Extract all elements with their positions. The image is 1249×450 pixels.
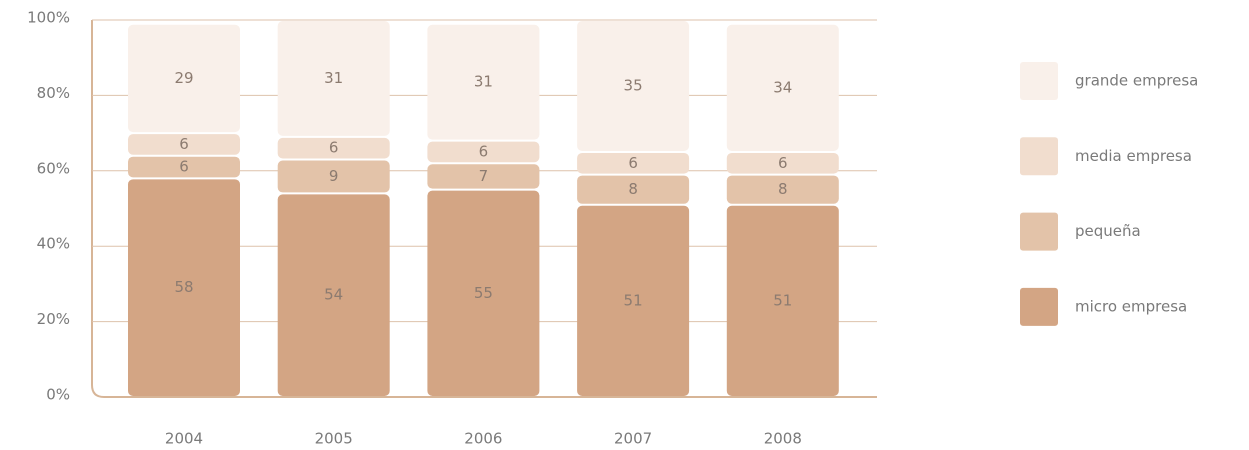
bar-segment bbox=[277, 21, 390, 136]
bar-segment bbox=[726, 24, 839, 151]
data-label: 55 bbox=[474, 284, 493, 302]
data-label: 34 bbox=[773, 78, 792, 96]
bar-segment bbox=[128, 134, 240, 155]
bar-segment bbox=[277, 137, 390, 159]
y-tick-label: 0% bbox=[46, 386, 70, 404]
bar-segment bbox=[128, 156, 240, 178]
legend-label: micro empresa bbox=[1075, 297, 1187, 315]
data-label: 8 bbox=[628, 180, 638, 198]
data-label: 6 bbox=[628, 154, 638, 172]
data-label: 51 bbox=[773, 291, 792, 309]
data-label: 29 bbox=[174, 69, 193, 87]
data-label: 51 bbox=[624, 291, 643, 309]
bar-segment bbox=[128, 24, 240, 133]
data-label: 31 bbox=[324, 69, 343, 87]
x-tick-label: 2007 bbox=[614, 430, 652, 448]
y-tick-label: 20% bbox=[37, 310, 70, 328]
bar-segment bbox=[577, 21, 690, 151]
legend-swatch bbox=[1020, 137, 1058, 176]
bar-segment bbox=[128, 179, 240, 396]
data-label: 6 bbox=[179, 135, 189, 153]
x-tick-label: 2005 bbox=[315, 430, 353, 448]
bar-segment bbox=[726, 152, 839, 174]
y-tick-label: 100% bbox=[27, 9, 70, 27]
legend-swatch bbox=[1020, 212, 1058, 251]
bar-segment bbox=[277, 160, 390, 193]
data-label: 58 bbox=[174, 278, 193, 296]
data-label: 6 bbox=[778, 154, 788, 172]
x-tick-label: 2008 bbox=[764, 430, 802, 448]
data-label: 6 bbox=[479, 142, 489, 160]
bar-segment bbox=[427, 190, 540, 396]
data-label: 7 bbox=[479, 167, 489, 185]
data-label: 35 bbox=[624, 76, 643, 94]
y-tick-label: 80% bbox=[37, 84, 70, 102]
y-tick-label: 60% bbox=[37, 159, 70, 177]
legend-swatch bbox=[1020, 287, 1058, 326]
data-label: 54 bbox=[324, 286, 343, 304]
bar-segment bbox=[277, 194, 390, 396]
bar-segment bbox=[577, 175, 690, 204]
data-label: 8 bbox=[778, 180, 788, 198]
data-label: 9 bbox=[329, 167, 339, 185]
data-label: 31 bbox=[474, 73, 493, 91]
legend-swatch bbox=[1020, 62, 1058, 100]
bar-segment bbox=[726, 175, 839, 204]
x-tick-label: 2006 bbox=[464, 430, 502, 448]
data-label: 6 bbox=[329, 139, 339, 157]
x-tick-label: 2004 bbox=[165, 430, 203, 448]
axis-frame bbox=[91, 20, 877, 398]
bar-segment bbox=[726, 205, 839, 396]
data-label: 6 bbox=[179, 158, 189, 176]
bar-segment bbox=[427, 24, 540, 140]
y-tick-label: 40% bbox=[37, 235, 70, 253]
legend-label: pequeña bbox=[1075, 222, 1141, 240]
bar-segment bbox=[427, 164, 540, 189]
bar-segment bbox=[577, 152, 690, 174]
bar-segment bbox=[427, 141, 540, 163]
legend-label: grande empresa bbox=[1075, 72, 1198, 90]
legend-label: media empresa bbox=[1075, 147, 1192, 165]
bar-segment bbox=[577, 205, 690, 396]
